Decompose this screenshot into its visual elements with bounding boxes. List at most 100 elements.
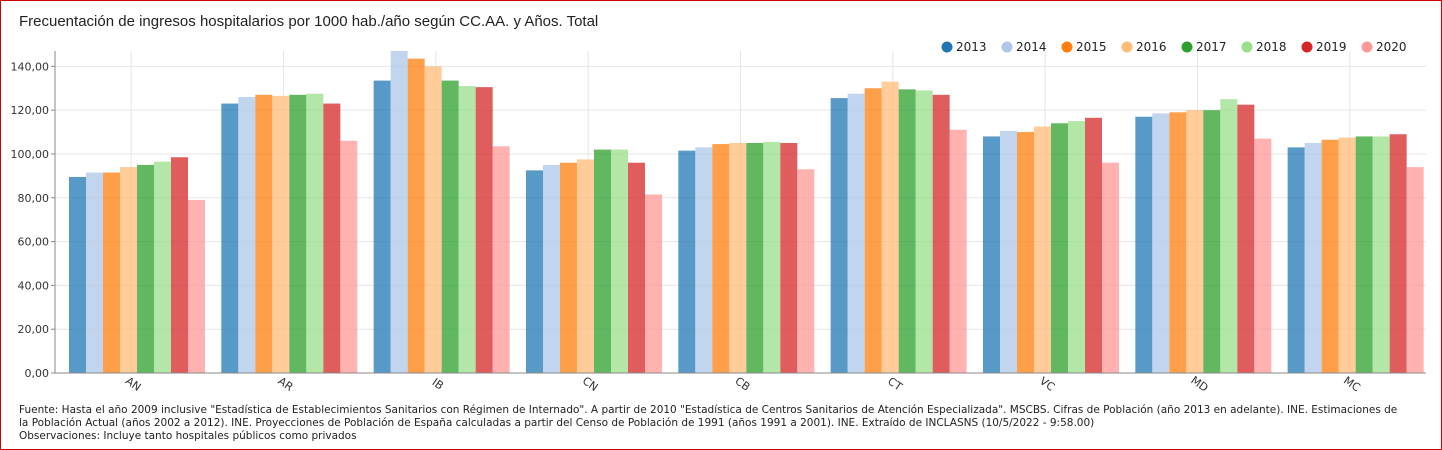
bar-CB-2013[interactable] xyxy=(678,150,696,373)
bar-MD-2013[interactable] xyxy=(1135,116,1153,373)
legend-label[interactable]: 2018 xyxy=(1256,40,1287,54)
legend-marker[interactable] xyxy=(1061,41,1073,53)
bar-AR-2014[interactable] xyxy=(238,97,256,373)
bar-AN-2020[interactable] xyxy=(188,199,205,373)
bar-IB-2018[interactable] xyxy=(458,86,476,374)
legend-label[interactable]: 2015 xyxy=(1076,40,1107,54)
bar-MC-2013[interactable] xyxy=(1287,147,1305,373)
bar-VC-2016[interactable] xyxy=(1034,126,1051,373)
legend-marker[interactable] xyxy=(1241,41,1253,53)
bar-CT-2018[interactable] xyxy=(915,90,933,373)
bar-AN-2016[interactable] xyxy=(120,167,137,373)
bar-CT-2019[interactable] xyxy=(932,94,950,374)
x-tick-label: CB xyxy=(733,374,753,393)
legend-marker[interactable] xyxy=(1121,41,1133,53)
x-tick-label: CN xyxy=(580,374,600,394)
bar-AN-2013[interactable] xyxy=(69,176,86,373)
bar-IB-2015[interactable] xyxy=(407,58,425,374)
bar-VC-2017[interactable] xyxy=(1051,123,1068,374)
bar-CB-2014[interactable] xyxy=(695,147,713,373)
bar-MD-2014[interactable] xyxy=(1152,113,1170,373)
bar-CN-2020[interactable] xyxy=(645,194,662,373)
bar-IB-2017[interactable] xyxy=(441,80,459,374)
bar-CN-2016[interactable] xyxy=(577,159,594,373)
legend-marker[interactable] xyxy=(1301,41,1313,53)
bar-CN-2018[interactable] xyxy=(611,149,628,373)
legend-label[interactable]: 2017 xyxy=(1196,40,1227,54)
x-tick-labels: AN AR IB CN CB CT VC MD MC xyxy=(123,374,1363,395)
bar-CT-2016[interactable] xyxy=(881,81,899,374)
bar-MC-2016[interactable] xyxy=(1338,137,1356,373)
bar-CT-2013[interactable] xyxy=(830,98,848,373)
x-tick-label: MD xyxy=(1188,374,1210,395)
bar-MD-2018[interactable] xyxy=(1220,99,1238,373)
bar-AN-2019[interactable] xyxy=(171,157,188,373)
bar-AN-2018[interactable] xyxy=(154,161,171,373)
bar-CN-2013[interactable] xyxy=(526,170,543,373)
bar-CB-2016[interactable] xyxy=(729,143,747,373)
bar-MC-2017[interactable] xyxy=(1355,136,1373,373)
bar-AR-2016[interactable] xyxy=(272,95,290,374)
bar-VC-2014[interactable] xyxy=(1000,130,1017,373)
bar-AR-2017[interactable] xyxy=(289,94,307,374)
bar-MD-2017[interactable] xyxy=(1203,110,1221,374)
bar-MD-2020[interactable] xyxy=(1254,138,1272,373)
bar-CB-2015[interactable] xyxy=(712,144,730,373)
x-tick-label: AN xyxy=(123,374,143,394)
bar-CT-2015[interactable] xyxy=(864,88,882,373)
bar-AN-2014[interactable] xyxy=(86,172,103,373)
bar-CN-2019[interactable] xyxy=(628,162,645,373)
bar-CB-2018[interactable] xyxy=(763,141,781,373)
legend-label[interactable]: 2013 xyxy=(956,40,987,54)
bar-AR-2020[interactable] xyxy=(340,140,358,373)
legend-marker[interactable] xyxy=(1001,41,1013,53)
bar-CT-2017[interactable] xyxy=(898,89,916,373)
bar-AR-2015[interactable] xyxy=(255,94,273,374)
bar-VC-2015[interactable] xyxy=(1017,132,1034,373)
bar-CT-2014[interactable] xyxy=(847,93,865,373)
y-tick-label: 0,00 xyxy=(25,367,50,380)
bar-AN-2017[interactable] xyxy=(137,164,154,373)
bar-AR-2013[interactable] xyxy=(221,103,239,374)
bar-CN-2017[interactable] xyxy=(594,149,611,373)
bar-VC-2018[interactable] xyxy=(1068,121,1085,373)
bar-IB-2019[interactable] xyxy=(475,87,493,374)
bar-AR-2019[interactable] xyxy=(323,103,341,374)
bar-MD-2016[interactable] xyxy=(1186,110,1204,374)
bar-CB-2017[interactable] xyxy=(746,143,764,373)
axes xyxy=(51,51,1426,374)
bar-CN-2015[interactable] xyxy=(560,162,577,373)
bar-MC-2020[interactable] xyxy=(1406,167,1424,373)
bar-MD-2015[interactable] xyxy=(1169,112,1187,373)
y-tick-label: 140,00 xyxy=(11,60,50,73)
x-tick-label: VC xyxy=(1037,374,1057,394)
bar-CB-2020[interactable] xyxy=(797,169,815,373)
bar-MC-2018[interactable] xyxy=(1372,136,1390,373)
bar-chart: 0,00 20,00 40,00 60,00 80,00 100,00 120,00 140,… xyxy=(11,40,1426,395)
legend-label[interactable]: 2016 xyxy=(1136,40,1167,54)
legend-label[interactable]: 2019 xyxy=(1316,40,1347,54)
bar-AR-2018[interactable] xyxy=(306,93,324,373)
bar-CN-2014[interactable] xyxy=(543,164,560,373)
legend-marker[interactable] xyxy=(1181,41,1193,53)
bar-MD-2019[interactable] xyxy=(1237,104,1255,374)
bar-VC-2013[interactable] xyxy=(983,136,1000,373)
bar-IB-2013[interactable] xyxy=(373,80,391,374)
bar-VC-2020[interactable] xyxy=(1102,162,1119,373)
y-tick-label: 100,00 xyxy=(11,148,50,161)
legend-label[interactable]: 2020 xyxy=(1376,40,1407,54)
bar-MC-2015[interactable] xyxy=(1321,139,1339,373)
bar-VC-2019[interactable] xyxy=(1085,117,1102,373)
bar-CT-2020[interactable] xyxy=(949,129,967,373)
bar-CB-2019[interactable] xyxy=(780,143,798,373)
legend-marker[interactable] xyxy=(941,41,953,53)
bar-AN-2015[interactable] xyxy=(103,172,120,373)
bar-IB-2016[interactable] xyxy=(424,66,442,373)
x-tick-label: MC xyxy=(1341,374,1363,395)
legend-label[interactable]: 2014 xyxy=(1016,40,1047,54)
bar-IB-2020[interactable] xyxy=(492,146,510,373)
bar-MC-2014[interactable] xyxy=(1304,143,1322,373)
bar-IB-2014[interactable] xyxy=(390,51,408,373)
legend-marker[interactable] xyxy=(1361,41,1373,53)
bar-MC-2019[interactable] xyxy=(1389,134,1407,373)
